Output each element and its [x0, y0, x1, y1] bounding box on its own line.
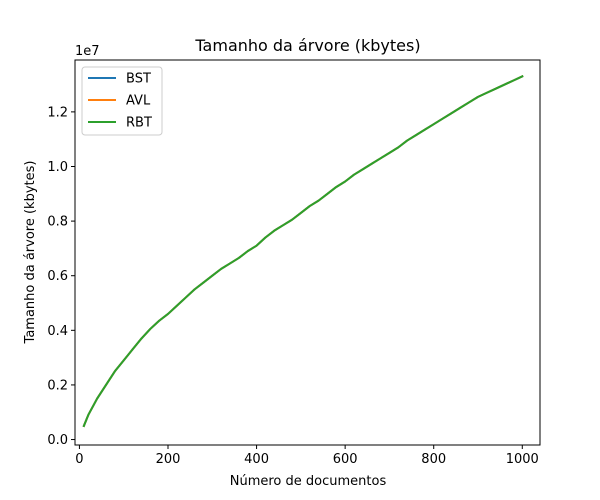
legend: BST AVL RBT [81, 66, 163, 136]
series-layer [82, 75, 524, 428]
plot-area [74, 59, 541, 446]
x-tick-label: 200 [156, 452, 181, 467]
axes-frame [74, 59, 541, 446]
y-tick-label: 0.4 [47, 324, 68, 339]
x-tick-label: 1000 [506, 452, 539, 467]
y-tick-label: 0.6 [47, 269, 68, 284]
y-tick-label: 1.2 [47, 105, 68, 120]
y-axis-multiplier: 1e7 [75, 44, 100, 59]
chart-title: Tamanho da árvore (kbytes) [194, 36, 420, 55]
y-tick-label: 0.0 [47, 433, 68, 448]
x-tick-label: 0 [75, 452, 83, 467]
x-axis-label: Número de documentos [230, 474, 387, 489]
x-tick-label: 800 [421, 452, 446, 467]
y-tick-label: 0.8 [47, 215, 68, 230]
x-axis-ticks: 0 200 400 600 800 1000 [75, 445, 539, 467]
x-tick-label: 400 [244, 452, 269, 467]
y-tick-label: 0.2 [47, 378, 68, 393]
series-line-rbt [82, 75, 524, 428]
y-axis-ticks: 0.0 0.2 0.4 0.6 0.8 1.0 1.2 [47, 105, 75, 448]
legend-label-bst: BST [126, 72, 151, 87]
y-tick-label: 1.0 [47, 160, 68, 175]
legend-label-avl: AVL [126, 94, 151, 109]
legend-label-rbt: RBT [126, 116, 152, 131]
y-axis-label: Tamanho da árvore (kbytes) [23, 161, 38, 345]
legend-frame [81, 66, 163, 136]
x-tick-label: 600 [333, 452, 358, 467]
